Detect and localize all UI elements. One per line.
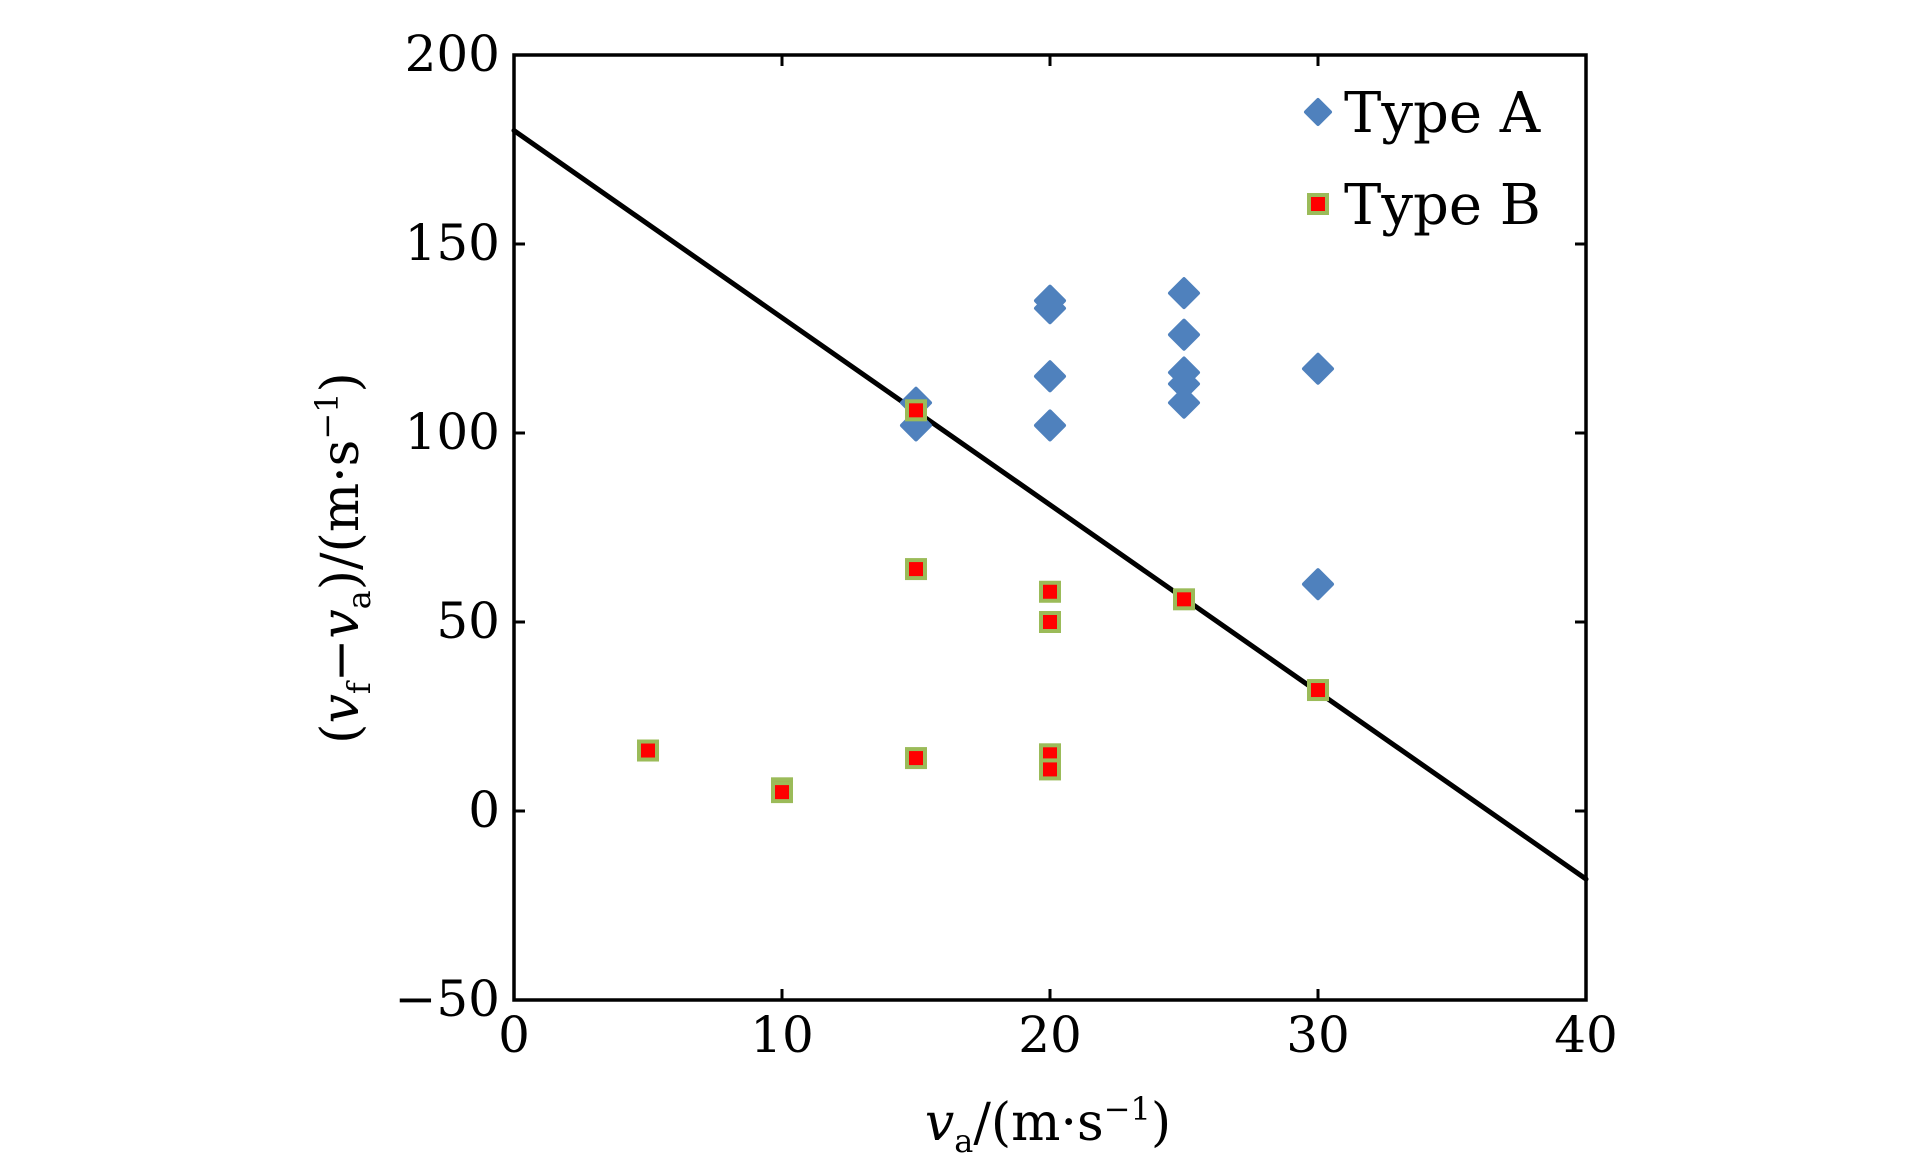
y-label-subscript-1: f: [340, 680, 378, 694]
x-label-unit: /(m·s: [973, 1093, 1103, 1153]
type-a-point: [1034, 360, 1066, 393]
type-a-point: [1168, 386, 1200, 419]
x-tick-label: 0: [498, 1006, 530, 1064]
type-b-point: [771, 781, 793, 804]
y-tick-label: 0: [468, 781, 500, 839]
x-label-superscript: −1: [1104, 1090, 1151, 1128]
type-a-point: [1034, 409, 1066, 442]
legend-marker: [1304, 98, 1332, 126]
y-axis-label: (vf−va)/(m·s−1): [308, 372, 378, 744]
type-a-point: [1168, 318, 1200, 351]
type-b-point: [637, 739, 659, 762]
legend-entries: Type A Type B: [1304, 81, 1541, 238]
series-2: [637, 399, 1329, 804]
y-tick-labels: −50 0 50 100 150 200: [394, 25, 500, 1028]
x-axis-label: va/(m·s−1): [925, 1090, 1171, 1160]
y-label-variable-2: v: [311, 609, 371, 638]
plot-frame: [512, 53, 1588, 1002]
legend-entry: Type B: [1307, 173, 1541, 238]
x-tick-label: 20: [1018, 1006, 1082, 1064]
y-label-open: (: [311, 724, 371, 744]
y-label-variable-1: v: [311, 694, 371, 723]
x-label-variable: v: [925, 1093, 954, 1153]
x-tick-label: 40: [1554, 1006, 1618, 1064]
legend-label: Type A: [1344, 81, 1541, 146]
type-b-point: [1307, 679, 1329, 702]
legend-marker: [1307, 193, 1329, 215]
legend-label: Type B: [1344, 173, 1541, 238]
type-a-point: [1302, 352, 1334, 385]
type-a-point: [1302, 568, 1334, 601]
y-label-minus: −: [311, 639, 371, 683]
x-tick-label: 10: [750, 1006, 814, 1064]
x-label-subscript: a: [954, 1122, 973, 1160]
x-tick-labels: 0 10 20 30 40: [498, 1006, 1618, 1064]
type-b-point: [1039, 580, 1061, 603]
x-label-close: ): [1151, 1093, 1171, 1153]
y-label-close: ): [311, 372, 371, 392]
type-a-point: [1034, 292, 1066, 325]
y-tick-label: 150: [405, 214, 500, 272]
type-b-point: [905, 558, 927, 581]
type-b-point: [1039, 758, 1061, 781]
points-layer: [637, 277, 1334, 804]
type-b-point: [1173, 588, 1195, 611]
y-tick-label: 100: [405, 403, 500, 461]
legend: Type A Type B: [1304, 81, 1541, 238]
type-a-point: [1168, 277, 1200, 310]
type-b-point: [905, 399, 927, 422]
legend-entry: Type A: [1304, 81, 1541, 146]
y-tick-label: 50: [436, 592, 500, 650]
y-label-unit: )/(m·s: [311, 440, 371, 591]
type-b-point: [905, 747, 927, 770]
y-tick-label: 200: [405, 25, 500, 83]
fit-line: [511, 128, 1589, 882]
y-tick-label: −50: [394, 970, 500, 1028]
type-b-point: [1039, 611, 1061, 633]
x-tick-label: 30: [1286, 1006, 1350, 1064]
y-label-superscript: −1: [308, 392, 346, 439]
y-label-subscript-2: a: [340, 590, 378, 609]
